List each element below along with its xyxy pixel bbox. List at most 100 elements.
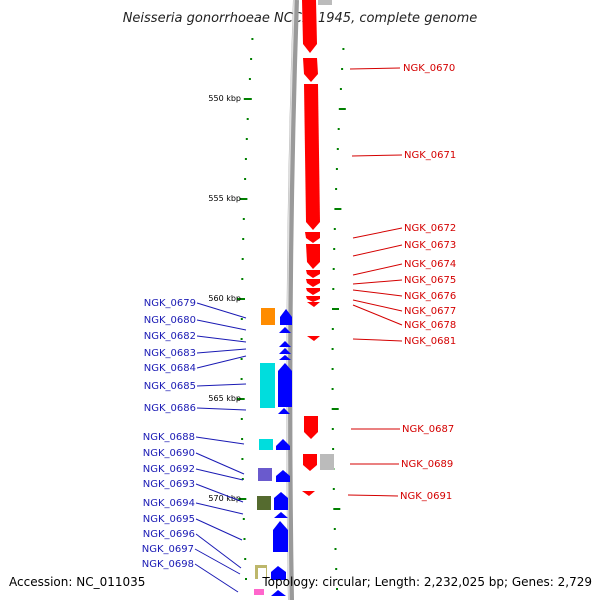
feature-cyan-small[interactable] <box>259 439 273 450</box>
feature-olive[interactable] <box>257 496 271 510</box>
feature-cyan-large[interactable] <box>260 363 275 408</box>
gene-label-ngk-0680[interactable]: NGK_0680 <box>144 315 196 326</box>
feature-ngk-0695[interactable] <box>273 521 288 552</box>
feature-ngk-0682[interactable] <box>279 341 291 347</box>
ruler-tick-left <box>241 478 244 480</box>
ruler-tick-right <box>331 428 334 430</box>
gene-label-ngk-0679[interactable]: NGK_0679 <box>144 298 196 309</box>
feature-ngk-0670a[interactable] <box>302 0 317 53</box>
gene-label-ngk-0686[interactable]: NGK_0686 <box>144 403 196 414</box>
gene-label-ngk-0677[interactable]: NGK_0677 <box>404 306 456 317</box>
feature-ngk-0673[interactable] <box>306 244 320 269</box>
feature-ngk-0684[interactable] <box>279 355 291 360</box>
ruler-tick-left <box>240 418 243 420</box>
feature-ngk-0674[interactable] <box>306 270 320 278</box>
feature-ngk-0687[interactable] <box>304 416 318 439</box>
gene-label-ngk-0676[interactable]: NGK_0676 <box>404 291 456 302</box>
feature-ngk-0698[interactable] <box>271 590 286 596</box>
gene-label-ngk-0673[interactable]: NGK_0673 <box>404 240 456 251</box>
feature-ngk-0678[interactable] <box>307 302 320 307</box>
ruler-tick-left <box>240 358 243 360</box>
feature-track <box>254 0 334 596</box>
feature-ngk-0688[interactable] <box>276 439 290 450</box>
feature-ngk-0697[interactable] <box>271 566 286 580</box>
feature-khaki-inner <box>258 568 266 579</box>
feature-ngk-0685[interactable] <box>278 363 292 407</box>
gene-label-ngk-0696[interactable]: NGK_0696 <box>143 529 195 540</box>
ruler-tick-right <box>333 248 336 250</box>
feature-ngk-0670b[interactable] <box>303 58 318 82</box>
feature-ngk-0679[interactable] <box>280 309 292 325</box>
ruler-tick-left <box>238 498 247 500</box>
gene-label-ngk-0682[interactable]: NGK_0682 <box>144 331 196 342</box>
gene-label-ngk-0688[interactable]: NGK_0688 <box>143 432 195 443</box>
feature-orange[interactable] <box>261 308 275 325</box>
gene-label-ngk-0694[interactable]: NGK_0694 <box>143 498 195 509</box>
gene-label-ngk-0689[interactable]: NGK_0689 <box>401 459 453 470</box>
gene-label-ngk-0675[interactable]: NGK_0675 <box>404 275 456 286</box>
feature-ngk-0691[interactable] <box>302 491 315 496</box>
feature-ngk-0680[interactable] <box>279 327 291 333</box>
ruler-tick-left <box>248 78 251 80</box>
feature-ngk-0681[interactable] <box>307 336 320 341</box>
feature-ngk-0675[interactable] <box>306 279 320 287</box>
ruler-tick-left <box>240 338 243 340</box>
accession-text: Accession: NC_011035 <box>9 575 145 589</box>
ruler-tick-left <box>239 198 248 200</box>
feature-ngk-0689[interactable] <box>303 454 317 471</box>
feature-ngk-0692[interactable] <box>274 492 288 510</box>
ruler-tick-right <box>332 288 335 290</box>
ruler-tick-left <box>250 58 253 60</box>
gene-label-ngk-0685[interactable]: NGK_0685 <box>144 381 196 392</box>
gene-label-ngk-0692[interactable]: NGK_0692 <box>143 464 195 475</box>
scale-label-555: 555 kbp <box>208 194 241 203</box>
ruler-tick-right <box>331 408 339 410</box>
feature-purple[interactable] <box>258 468 272 481</box>
feature-top-gray[interactable] <box>318 0 332 5</box>
gene-label-ngk-0698[interactable]: NGK_0698 <box>142 559 194 570</box>
ruler-tick-left <box>241 438 244 440</box>
gene-label-ngk-0670[interactable]: NGK_0670 <box>403 63 455 74</box>
ruler-tick-left <box>251 38 254 40</box>
gene-label-ngk-0674[interactable]: NGK_0674 <box>404 259 456 270</box>
ruler-tick-left <box>245 578 247 580</box>
gene-label-ngk-0691[interactable]: NGK_0691 <box>400 491 452 502</box>
gene-label-ngk-0695[interactable]: NGK_0695 <box>143 514 195 525</box>
gene-label-ngk-0697[interactable]: NGK_0697 <box>142 544 194 555</box>
ruler-tick-left <box>241 278 244 280</box>
feature-ngk-0683[interactable] <box>279 348 291 354</box>
feature-ngk-0689-gray[interactable] <box>320 454 334 470</box>
gene-label-ngk-0681[interactable]: NGK_0681 <box>404 336 456 347</box>
ruler-tick-left <box>241 258 244 260</box>
ruler-left <box>236 38 254 580</box>
gene-label-ngk-0687[interactable]: NGK_0687 <box>402 424 454 435</box>
feature-magenta[interactable] <box>254 589 264 595</box>
gene-label-ngk-0683[interactable]: NGK_0683 <box>144 348 196 359</box>
gene-label-ngk-0684[interactable]: NGK_0684 <box>144 363 196 374</box>
ruler-tick-right <box>339 88 342 90</box>
ruler-tick-left <box>245 138 248 140</box>
scale-label-565: 565 kbp <box>208 394 241 403</box>
ruler-tick-left <box>240 378 243 380</box>
feature-ngk-0690[interactable] <box>276 470 290 482</box>
ruler-tick-left <box>242 238 245 240</box>
scale-label-570: 570 kbp <box>208 494 241 503</box>
feature-ngk-0677[interactable] <box>306 296 320 302</box>
ruler-tick-right <box>333 528 336 530</box>
feature-ngk-0694[interactable] <box>274 512 288 518</box>
ruler-tick-right <box>336 148 339 150</box>
right-gene-labels: NGK_0670 NGK_0671 NGK_0672 NGK_0673 NGK_… <box>400 63 456 502</box>
gene-label-ngk-0690[interactable]: NGK_0690 <box>143 448 195 459</box>
ruler-tick-right <box>342 48 345 50</box>
gene-label-ngk-0672[interactable]: NGK_0672 <box>404 223 456 234</box>
ruler-tick-left <box>242 218 245 220</box>
ruler-tick-right <box>331 348 334 350</box>
gene-label-ngk-0693[interactable]: NGK_0693 <box>143 479 195 490</box>
feature-ngk-0672[interactable] <box>305 232 320 243</box>
gene-label-ngk-0678[interactable]: NGK_0678 <box>404 320 456 331</box>
feature-ngk-0676[interactable] <box>306 288 320 295</box>
gene-label-ngk-0671[interactable]: NGK_0671 <box>404 150 456 161</box>
feature-ngk-0686[interactable] <box>278 408 290 414</box>
feature-ngk-0671[interactable] <box>304 84 320 230</box>
